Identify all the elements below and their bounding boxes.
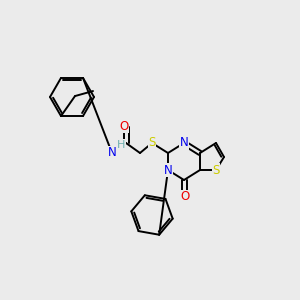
Text: N: N xyxy=(164,164,172,176)
Text: N: N xyxy=(180,136,188,149)
Text: O: O xyxy=(180,190,190,203)
Text: S: S xyxy=(148,136,156,149)
Text: N: N xyxy=(108,146,116,160)
Text: H: H xyxy=(117,140,125,150)
Text: S: S xyxy=(212,164,220,176)
Text: O: O xyxy=(119,119,129,133)
